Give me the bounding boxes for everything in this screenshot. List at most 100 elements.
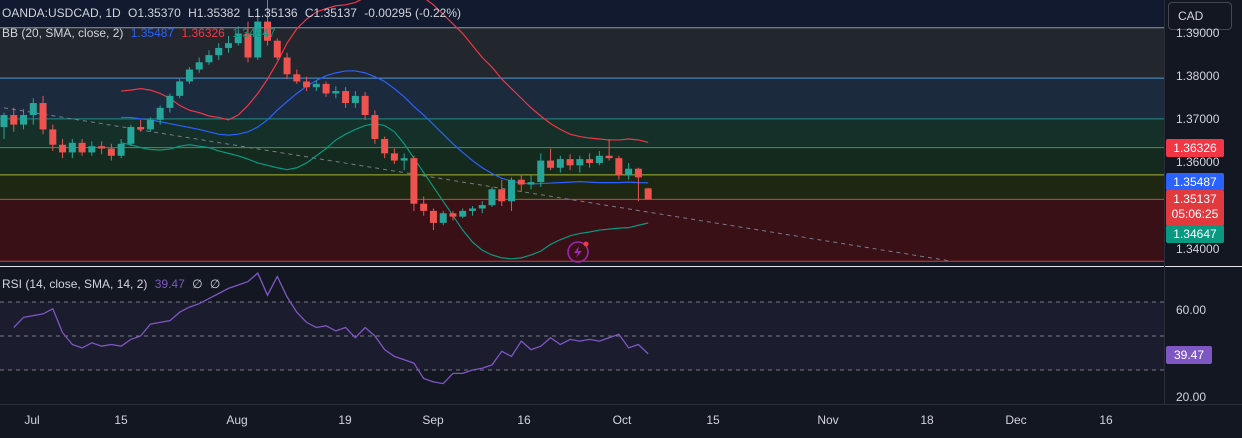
- bollinger-bands: [121, 0, 649, 260]
- bb-upper-value: 1.36326: [181, 26, 225, 40]
- open-value: O1.35370: [128, 6, 181, 20]
- rsi-tick-label: 20.00: [1176, 390, 1207, 404]
- last-price-value: 1.35137: [1173, 192, 1217, 206]
- rsi-band: [0, 302, 1164, 370]
- bb-lower-value: 1.34647: [232, 26, 276, 40]
- level-zone: [0, 27, 1164, 79]
- candle-body: [478, 205, 486, 209]
- candle-body: [244, 33, 252, 58]
- candle-body: [146, 119, 154, 130]
- candle-body: [644, 188, 652, 200]
- candle-body: [283, 57, 291, 75]
- candle-body: [586, 159, 594, 163]
- candle-body: [234, 33, 242, 44]
- rsi-value-tag: 39.47: [1166, 346, 1212, 364]
- candle-body: [342, 91, 350, 104]
- candle-body: [634, 168, 642, 178]
- candle-body: [605, 155, 613, 159]
- candle-body: [547, 160, 555, 168]
- bb-upper-line: [121, 0, 649, 143]
- candle-body: [176, 81, 184, 96]
- x-tick-label: 15: [706, 413, 720, 427]
- bb-lower-tag: 1.34647: [1166, 225, 1224, 243]
- low-value: L1.35136: [247, 6, 298, 20]
- trendline-dashed: [3, 107, 952, 262]
- rsi-value-2: ∅: [192, 277, 203, 291]
- price-tick-label: 1.37000: [1176, 112, 1220, 126]
- x-tick-label: Oct: [612, 413, 632, 427]
- bb-name[interactable]: BB (20, SMA, close, 2): [2, 26, 124, 40]
- change-value: -0.00295 (-0.22%): [364, 6, 462, 20]
- candle-body: [459, 210, 467, 217]
- candles: [0, 0, 652, 231]
- level-zone: [0, 118, 1164, 148]
- close-value: C1.35137: [304, 6, 357, 20]
- symbol-legend: OANDA:USDCAD, 1D O1.35370 H1.35382 L1.35…: [2, 6, 465, 20]
- bb-basis-line: [121, 70, 649, 185]
- candle-body: [508, 179, 516, 202]
- level-zone: [0, 174, 1164, 200]
- candle-body: [566, 159, 574, 166]
- rsi-name[interactable]: RSI (14, close, SMA, 14, 2): [2, 277, 148, 291]
- candle-body: [127, 127, 135, 144]
- candle-body: [205, 55, 213, 63]
- x-tick-label: Sep: [422, 413, 444, 427]
- candle-body: [625, 168, 633, 175]
- x-tick-label: 16: [517, 413, 531, 427]
- candle-body: [312, 83, 320, 88]
- x-tick-label: 18: [920, 413, 934, 427]
- candle-body: [59, 144, 67, 153]
- candle-body: [556, 159, 564, 168]
- last-price-tag: 1.35137 05:06:25: [1166, 190, 1224, 226]
- candle-body: [78, 142, 86, 153]
- x-tick-label: 16: [1099, 413, 1113, 427]
- level-zone: [0, 78, 1164, 119]
- candle-body: [20, 115, 28, 125]
- candle-body: [224, 43, 232, 48]
- candle-body: [351, 95, 359, 104]
- chart-frame: [0, 0, 1242, 405]
- candle-body: [537, 160, 545, 183]
- candle-body: [429, 210, 437, 223]
- candle-body: [137, 127, 145, 130]
- price-tick-label: 1.39000: [1176, 26, 1220, 40]
- candle-body: [117, 143, 125, 156]
- candle-body: [273, 40, 281, 58]
- rsi-value-3: ∅: [209, 277, 221, 291]
- candle-body: [303, 81, 311, 88]
- symbol-label[interactable]: OANDA:USDCAD, 1D: [2, 6, 121, 20]
- candle-body: [293, 74, 301, 82]
- candle-body: [195, 62, 203, 70]
- candle-body: [10, 115, 18, 125]
- x-tick-label: 19: [338, 413, 352, 427]
- candle-body: [215, 47, 223, 56]
- rsi-legend: RSI (14, close, SMA, 14, 2) 39.47 ∅ ∅: [2, 277, 224, 291]
- x-tick-label: Jul: [24, 413, 40, 427]
- currency-button[interactable]: CAD: [1168, 2, 1232, 30]
- candle-body: [371, 115, 379, 139]
- x-tick-label: Nov: [817, 413, 839, 427]
- candle-body: [390, 153, 398, 161]
- candle-body: [381, 138, 389, 154]
- candle-body: [615, 158, 623, 175]
- candle-body: [332, 91, 340, 94]
- high-value: H1.35382: [188, 6, 241, 20]
- candle-body: [439, 213, 447, 223]
- lightning-icon[interactable]: [567, 241, 589, 263]
- candle-body: [595, 155, 603, 163]
- countdown-value: 05:06:25: [1171, 207, 1219, 221]
- level-zone: [0, 0, 1164, 28]
- bb-legend: BB (20, SMA, close, 2) 1.35487 1.36326 1…: [2, 26, 280, 40]
- rsi-tick-label: 60.00: [1176, 303, 1207, 317]
- candle-body: [185, 69, 193, 82]
- price-tick-label: 1.34000: [1176, 242, 1220, 256]
- rsi-value: 39.47: [154, 277, 185, 291]
- candle-body: [576, 159, 584, 166]
- candle-body: [488, 189, 496, 206]
- candle-body: [166, 95, 174, 108]
- level-zone: [0, 199, 1164, 262]
- bb-lower-line: [121, 123, 649, 260]
- candle-body: [29, 103, 37, 116]
